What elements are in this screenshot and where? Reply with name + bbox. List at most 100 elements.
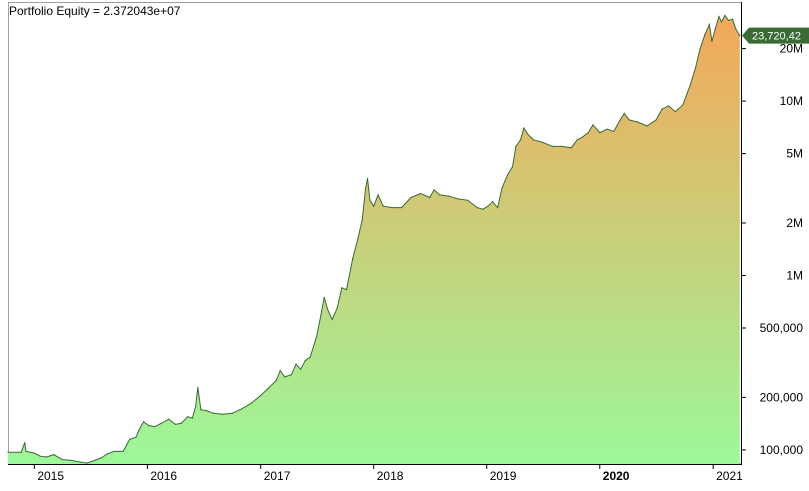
equity-point [628,119,630,121]
equity-point [20,451,22,453]
equity-point [197,386,199,389]
equity-point [646,125,648,127]
equity-point [527,134,529,136]
equity-point [143,421,145,423]
equity-point [250,402,252,404]
equity-point [674,111,676,113]
equity-point [323,296,325,298]
equity-point [711,40,713,42]
equity-point [366,177,369,180]
equity-point [592,124,594,126]
equity-point [316,335,318,337]
equity-point [661,108,663,110]
equity-point [300,368,302,370]
x-tick-label: 2020 [603,469,630,483]
equity-point [267,387,269,390]
equity-area-fill [8,15,740,465]
equity-point [433,189,435,191]
equity-point [704,34,706,36]
equity-point [33,452,35,454]
y-tick-label: 2M [786,216,803,230]
equity-point [138,429,140,431]
equity-point [724,14,726,17]
y-tick-label: 1M [786,268,803,282]
equity-point [682,104,684,106]
equity-point [391,207,393,209]
equity-point [599,131,601,134]
equity-point [154,425,156,428]
equity-point [100,457,102,459]
y-axis-ticks: 100,000 200,000 500,000 1M 2M 5M 10M 20M [741,42,803,457]
equity-point [492,201,494,203]
equity-point [129,438,131,440]
equity-point [482,208,484,210]
equity-point [113,450,115,453]
equity-point [320,313,322,315]
equity-point [191,417,193,419]
equity-point [511,166,514,168]
equity-point [241,408,243,410]
equity-point [160,422,162,424]
y-tick-label: 5M [786,147,803,161]
equity-area-series [7,14,741,465]
equity-point [655,119,657,121]
equity-point [122,450,124,453]
equity-point [361,218,363,220]
equity-point [336,307,338,309]
equity-point [357,239,359,241]
equity-point [587,131,589,134]
equity-point [623,112,625,115]
equity-point [496,207,499,209]
equity-point [80,461,82,463]
equity-point [519,139,522,141]
equity-point [135,436,137,438]
equity-point [168,418,170,420]
equity-point [195,405,197,407]
equity-point [309,356,311,358]
equity-point [720,21,723,23]
equity-point [25,450,27,453]
equity-point [147,424,150,427]
equity-point [613,130,615,133]
equity-point [106,453,109,455]
equity-point [561,145,563,147]
x-tick-label: 2015 [37,469,64,483]
x-tick-label: 2018 [377,469,404,483]
equity-point [24,442,26,444]
equity-point [581,136,583,138]
equity-point [410,196,412,199]
equity-point [438,194,440,196]
equity-point [400,207,403,209]
equity-point [532,139,535,141]
equity-point [279,369,281,372]
equity-point [448,195,450,197]
equity-point [222,413,224,415]
equity-point [187,416,189,418]
equity-point [523,127,525,129]
equity-point [708,23,711,26]
x-axis-ticks: 2015 2016 2017 2018 2019 2020 2021 [33,464,743,483]
equity-point [61,458,63,461]
equity-point [364,189,366,191]
equity-point [200,409,202,411]
equity-point [304,360,306,362]
equity-point [732,18,734,20]
equity-point [576,139,578,141]
y-tick-label: 20M [780,42,803,56]
equity-point [718,16,720,18]
y-tick-label: 500,000 [760,321,804,335]
equity-point [39,455,41,457]
equity-point [735,28,737,30]
equity-point [457,198,459,200]
equity-point [507,173,509,175]
equity-point [728,19,730,22]
equity-point [205,409,208,412]
x-tick-label: 2021 [716,469,743,483]
equity-point [275,379,277,382]
equity-point [467,199,469,201]
equity-point [515,145,517,147]
equity-point [352,257,354,260]
y-tick-label: 10M [780,94,803,108]
equity-point [174,423,177,426]
